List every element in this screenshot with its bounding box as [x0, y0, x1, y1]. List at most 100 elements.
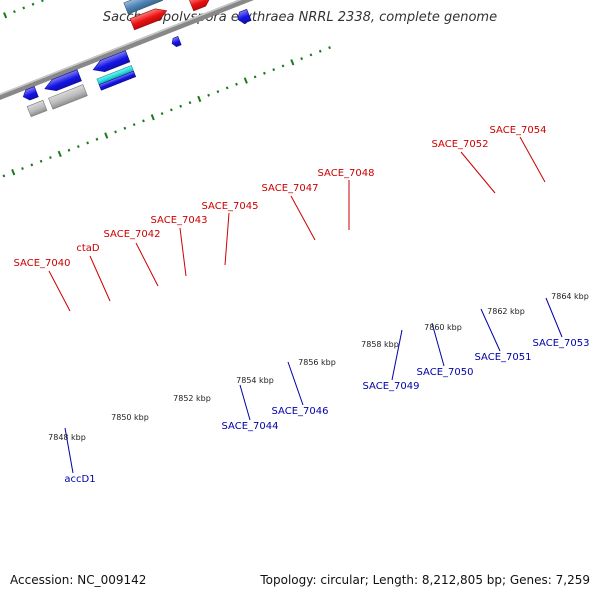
lower-scale-tick: [225, 86, 229, 90]
scale-ticks: [2, 0, 331, 178]
label-SACE_7040-leader: [48, 270, 71, 312]
label-SACE_7043[interactable]: SACE_7043: [151, 215, 208, 226]
lower-scale-tick: [216, 90, 220, 94]
label-ctaD-leader: [89, 255, 111, 302]
scale-label: 7854 kbp: [236, 376, 274, 385]
lower-scale-tick: [328, 46, 331, 50]
accession-text: Accession: NC_009142: [10, 573, 147, 587]
label-leader-lines: [48, 136, 563, 474]
scale-label: 7864 kbp: [551, 292, 589, 301]
label-SACE_7048[interactable]: SACE_7048: [318, 168, 375, 179]
lower-scale-tick: [253, 75, 257, 79]
lower-scale-tick: [114, 130, 117, 134]
scale-label: 7858 kbp: [361, 340, 399, 349]
gene-SACE_7049[interactable]: [21, 86, 39, 102]
lower-scale-tick: [86, 141, 90, 145]
lower-scale-tick: [170, 108, 173, 112]
lower-scale-tick: [104, 132, 109, 139]
gene-SACE_7053[interactable]: [170, 36, 182, 48]
lower-scale-tick: [318, 49, 322, 53]
label-accD1-leader: [64, 427, 74, 474]
lower-scale-tick: [188, 101, 192, 105]
gene-features: [21, 0, 252, 118]
scale-label: 7852 kbp: [173, 394, 211, 403]
label-SACE_7045-leader: [224, 212, 230, 266]
scale-label: 7860 kbp: [424, 323, 462, 332]
label-SACE_7046[interactable]: SACE_7046: [272, 406, 329, 417]
lower-scale-tick: [123, 126, 127, 130]
lower-scale-tick: [243, 77, 248, 84]
lower-scale-tick: [235, 82, 238, 86]
backbone-highlight: [0, 0, 330, 296]
genome-summary-text: Topology: circular; Length: 8,212,805 bp…: [260, 573, 590, 587]
label-SACE_7043-leader: [179, 227, 187, 277]
label-SACE_7040[interactable]: SACE_7040: [14, 258, 71, 269]
lower-scale-tick: [207, 93, 210, 97]
lower-scale-tick: [263, 71, 266, 75]
label-SACE_7044[interactable]: SACE_7044: [222, 421, 279, 432]
backbone-bar: [0, 0, 332, 300]
label-SACE_7053-leader: [545, 297, 563, 338]
label-SACE_7050[interactable]: SACE_7050: [417, 367, 474, 378]
scale-label: 7856 kbp: [298, 358, 336, 367]
lower-scale-tick: [76, 145, 80, 149]
scale-labels: 7848 kbp 7850 kbp 7852 kbp 7854 kbp 7856 kbp…: [48, 292, 589, 442]
lower-scale-tick: [309, 53, 313, 57]
label-SACE_7042[interactable]: SACE_7042: [104, 229, 161, 240]
upper-scale-tick: [22, 6, 26, 10]
gene-SACE_7054[interactable]: [188, 0, 212, 12]
gene-SACE_7049-domain[interactable]: [26, 99, 48, 118]
lower-scale-tick: [179, 104, 183, 108]
label-accD1[interactable]: accD1: [64, 474, 95, 485]
gene-SACE_7052[interactable]: [129, 5, 169, 31]
label-SACE_7054[interactable]: SACE_7054: [490, 125, 547, 136]
lower-scale-tick: [132, 123, 136, 127]
gene-SACE_7052-domain[interactable]: [123, 0, 164, 15]
lower-scale-tick: [21, 167, 24, 171]
page-title: Saccharopolyspora erythraea NRRL 2338, c…: [102, 10, 498, 25]
label-SACE_7053[interactable]: SACE_7053: [533, 338, 590, 349]
lower-scale-tick: [39, 159, 43, 163]
gene-SACE_7056-partial[interactable]: [236, 8, 252, 25]
lower-scale-tick: [57, 150, 62, 158]
lower-scale-tick: [95, 137, 99, 141]
lower-scale-tick: [160, 112, 164, 116]
label-SACE_7049[interactable]: SACE_7049: [363, 381, 420, 392]
upper-scale-tick: [31, 2, 35, 6]
gene-SACE_7051-domain-b[interactable]: [98, 70, 137, 91]
label-SACE_7050-leader: [431, 322, 445, 367]
upper-scale-tick: [40, 0, 44, 3]
upper-scale-tick: [3, 12, 8, 19]
lower-scale-tick: [67, 148, 71, 152]
label-SACE_7046-leader: [287, 361, 304, 406]
scale-label: 7848 kbp: [48, 433, 86, 442]
label-SACE_7045[interactable]: SACE_7045: [202, 201, 259, 212]
lower-scale-tick: [300, 57, 304, 61]
label-SACE_7054-leader: [519, 136, 546, 183]
scale-label: 7862 kbp: [487, 307, 525, 316]
scale-label: 7850 kbp: [111, 413, 149, 422]
label-SACE_7052[interactable]: SACE_7052: [432, 139, 489, 150]
lower-scale-tick: [142, 119, 145, 123]
lower-scale-tick: [49, 156, 52, 160]
gene-SACE_7050-domain[interactable]: [48, 84, 88, 110]
lower-scale-tick: [150, 114, 155, 121]
lower-scale-tick: [11, 169, 16, 176]
label-SACE_7042-leader: [135, 242, 159, 287]
label-SACE_7044-leader: [239, 384, 251, 421]
lower-scale-tick: [30, 163, 34, 167]
label-SACE_7047-leader: [290, 195, 316, 241]
label-SACE_7049-leader: [391, 329, 403, 381]
gene-SACE_7051[interactable]: [91, 50, 131, 76]
lower-scale-tick: [2, 174, 6, 178]
lower-scale-tick: [197, 95, 202, 103]
label-SACE_7047[interactable]: SACE_7047: [262, 183, 319, 194]
gene-SACE_7050[interactable]: [43, 69, 82, 95]
gene-labels: SACE_7040 ctaD SACE_7042 SACE_7043 SACE_7045…: [14, 125, 590, 485]
label-SACE_7051[interactable]: SACE_7051: [475, 352, 532, 363]
label-ctaD[interactable]: ctaD: [76, 243, 100, 254]
label-SACE_7052-leader: [460, 151, 496, 194]
lower-scale-tick: [272, 68, 276, 72]
